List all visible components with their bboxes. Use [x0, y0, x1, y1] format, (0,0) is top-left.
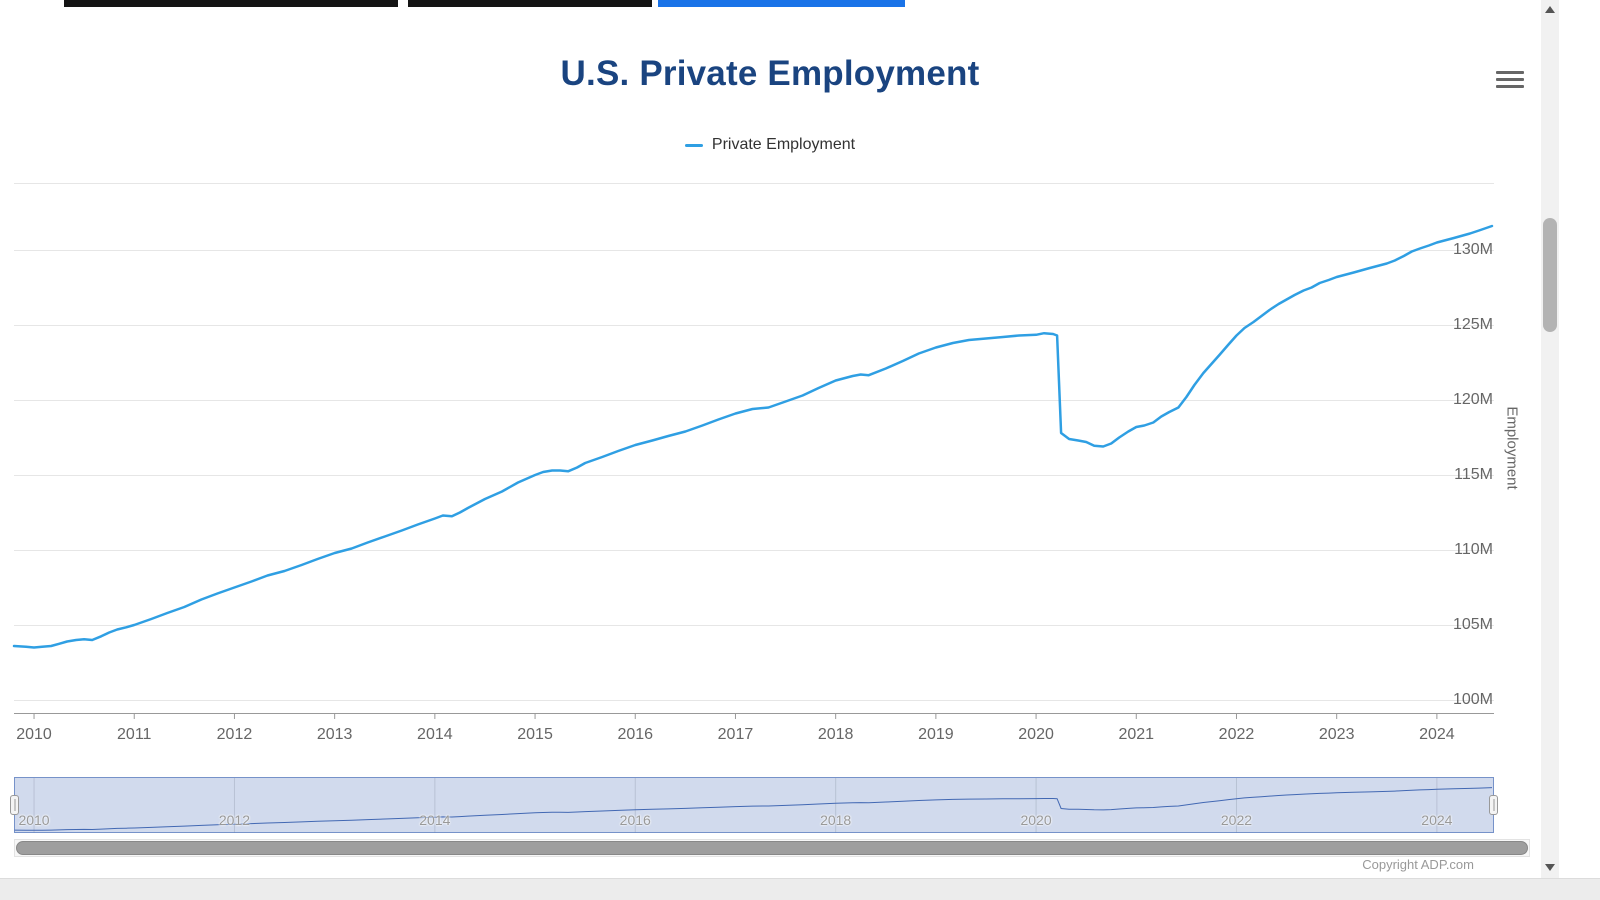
- scroll-up-button[interactable]: [1541, 0, 1559, 18]
- navigator-year-label: 2016: [619, 812, 651, 828]
- x-tick-label: 2024: [1419, 726, 1455, 743]
- legend-item-private-employment[interactable]: Private Employment: [0, 136, 1540, 154]
- x-tick-label: 2012: [216, 726, 253, 743]
- hamburger-icon: [1496, 77, 1524, 81]
- y-tick-label: 130M: [1452, 241, 1493, 258]
- navigator-year-label: 2018: [820, 812, 852, 828]
- up-arrow-icon: [1545, 5, 1555, 13]
- x-tick-label: 2011: [117, 726, 152, 743]
- hamburger-icon: [1496, 70, 1524, 74]
- x-tick-label: 2017: [717, 726, 754, 743]
- y-tick-label: 120M: [1452, 391, 1493, 408]
- y-tick-label: 125M: [1452, 316, 1493, 333]
- navigator-year-label: 2020: [1020, 812, 1052, 828]
- hamburger-icon: [1496, 84, 1524, 88]
- x-tick-label: 2020: [1018, 726, 1054, 743]
- y-tick-label: 100M: [1452, 691, 1493, 708]
- browser-tab-strip: [0, 0, 1600, 10]
- x-tick-label: 2016: [617, 726, 654, 743]
- x-tick-label: 2019: [918, 726, 954, 743]
- navigator-year-label: 2022: [1220, 812, 1253, 828]
- browser-vscrollbar-thumb[interactable]: [1543, 218, 1557, 332]
- navigator-year-label: 2014: [419, 812, 451, 828]
- scroll-down-button[interactable]: [1541, 858, 1559, 876]
- chart-scrollbar-track[interactable]: [14, 839, 1530, 857]
- x-tick-label: 2018: [817, 726, 854, 743]
- navigator-year-label: 2024: [1421, 812, 1453, 828]
- browser-tab-remnant: [408, 0, 652, 7]
- x-tick-label: 2022: [1218, 726, 1255, 743]
- y-tick-label: 105M: [1452, 616, 1493, 633]
- chart-scrollbar-thumb[interactable]: [16, 841, 1528, 855]
- navigator-series: [13, 787, 1493, 831]
- export-menu-button[interactable]: [1496, 66, 1524, 92]
- x-tick-label: 2015: [517, 726, 553, 743]
- navigator-outline: [14, 777, 1494, 833]
- navigator-year-label: 2010: [18, 812, 50, 828]
- x-tick-label: 2021: [1118, 726, 1155, 743]
- x-tick-label: 2023: [1318, 726, 1355, 743]
- browser-vscrollbar-track[interactable]: [1541, 0, 1559, 878]
- legend-line-icon: [684, 143, 703, 147]
- down-arrow-icon: [1545, 863, 1555, 871]
- employment-chart: U.S. Private Employment Private Employme…: [0, 0, 1540, 878]
- x-tick-label: 2014: [417, 726, 453, 743]
- y-axis-title: Employment: [1503, 406, 1521, 490]
- chart-title: U.S. Private Employment: [560, 54, 980, 93]
- y-tick-label: 110M: [1454, 541, 1493, 558]
- employment-line-series[interactable]: [12, 224, 1494, 649]
- navigator-selected-range[interactable]: [14, 777, 1494, 833]
- x-tick-label: 2010: [16, 726, 52, 743]
- x-tick-label: 2013: [316, 726, 353, 743]
- navigator-year-label: 2012: [218, 812, 251, 828]
- y-tick-label: 115M: [1454, 466, 1493, 483]
- bottom-hscrollbar-track[interactable]: [0, 878, 1600, 900]
- browser-tab-remnant: [64, 0, 398, 7]
- copyright-credit: Copyright ADP.com: [1362, 857, 1474, 872]
- browser-tab-remnant: [658, 0, 905, 7]
- navigator-right-handle[interactable]: [1489, 795, 1498, 815]
- navigator-left-handle[interactable]: [10, 795, 19, 815]
- legend-label: Private Employment: [711, 136, 856, 153]
